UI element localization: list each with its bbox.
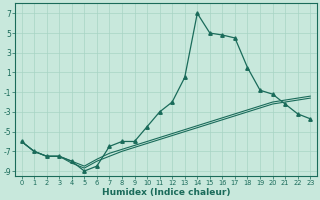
- X-axis label: Humidex (Indice chaleur): Humidex (Indice chaleur): [102, 188, 230, 197]
